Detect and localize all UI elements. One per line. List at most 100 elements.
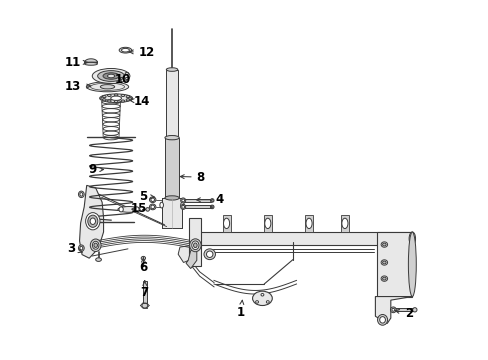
Ellipse shape (151, 198, 154, 202)
Polygon shape (178, 245, 196, 262)
Ellipse shape (114, 100, 118, 103)
Ellipse shape (101, 97, 104, 99)
Ellipse shape (166, 136, 178, 139)
Polygon shape (162, 198, 182, 228)
Ellipse shape (103, 73, 119, 79)
Ellipse shape (211, 206, 213, 208)
Ellipse shape (223, 218, 229, 229)
Ellipse shape (189, 239, 201, 252)
Polygon shape (84, 59, 97, 62)
Ellipse shape (84, 62, 97, 65)
Ellipse shape (100, 85, 115, 89)
Ellipse shape (391, 309, 394, 311)
Ellipse shape (110, 96, 121, 100)
Ellipse shape (266, 301, 269, 303)
Polygon shape (188, 219, 201, 266)
Ellipse shape (126, 99, 129, 101)
Ellipse shape (135, 207, 139, 212)
Ellipse shape (118, 207, 140, 212)
Ellipse shape (380, 276, 387, 281)
Polygon shape (185, 249, 196, 269)
Polygon shape (340, 215, 348, 232)
Ellipse shape (408, 232, 415, 245)
Ellipse shape (107, 100, 111, 102)
Ellipse shape (126, 95, 129, 98)
Text: 8: 8 (180, 171, 204, 184)
Ellipse shape (380, 242, 387, 247)
Ellipse shape (382, 243, 386, 246)
Polygon shape (164, 138, 179, 198)
Ellipse shape (380, 260, 387, 265)
Ellipse shape (121, 100, 124, 102)
Text: 4: 4 (196, 193, 223, 206)
Ellipse shape (211, 199, 213, 201)
Ellipse shape (78, 245, 84, 251)
Ellipse shape (119, 47, 131, 53)
Polygon shape (166, 69, 178, 138)
Ellipse shape (382, 277, 386, 280)
Ellipse shape (151, 205, 154, 209)
Ellipse shape (210, 205, 214, 209)
Ellipse shape (100, 94, 132, 103)
Polygon shape (80, 185, 103, 258)
Ellipse shape (182, 206, 184, 208)
Ellipse shape (88, 215, 98, 227)
Ellipse shape (98, 71, 124, 81)
Text: 1: 1 (236, 300, 244, 319)
Ellipse shape (142, 303, 147, 308)
Polygon shape (264, 215, 271, 232)
Ellipse shape (92, 68, 130, 84)
Ellipse shape (412, 308, 416, 312)
Ellipse shape (80, 246, 82, 250)
Ellipse shape (149, 204, 156, 210)
Ellipse shape (180, 202, 184, 208)
Ellipse shape (90, 218, 95, 225)
Ellipse shape (190, 232, 195, 245)
Polygon shape (394, 309, 414, 311)
Text: 12: 12 (129, 46, 155, 59)
Ellipse shape (305, 218, 311, 229)
Ellipse shape (94, 243, 97, 247)
Polygon shape (305, 215, 312, 232)
Ellipse shape (341, 218, 347, 229)
Ellipse shape (379, 317, 385, 323)
Ellipse shape (121, 48, 129, 52)
Ellipse shape (145, 208, 149, 211)
Ellipse shape (119, 207, 123, 212)
Ellipse shape (407, 232, 415, 297)
Text: 10: 10 (115, 73, 131, 86)
Text: 9: 9 (88, 163, 103, 176)
Ellipse shape (107, 94, 111, 96)
Text: 5: 5 (139, 190, 154, 203)
Ellipse shape (149, 197, 156, 203)
Ellipse shape (389, 307, 395, 313)
Ellipse shape (206, 251, 212, 257)
Ellipse shape (96, 258, 101, 261)
Text: 15: 15 (130, 202, 146, 215)
Ellipse shape (191, 241, 199, 249)
Ellipse shape (164, 196, 179, 200)
Ellipse shape (180, 204, 185, 210)
Ellipse shape (252, 291, 272, 306)
Text: 7: 7 (141, 281, 148, 300)
Ellipse shape (125, 72, 128, 75)
Text: 14: 14 (130, 95, 150, 108)
Polygon shape (376, 232, 411, 297)
Ellipse shape (255, 301, 258, 303)
Ellipse shape (141, 256, 145, 260)
Ellipse shape (261, 293, 264, 296)
Text: 6: 6 (139, 258, 147, 274)
Ellipse shape (78, 191, 84, 198)
Ellipse shape (166, 68, 178, 71)
Ellipse shape (86, 82, 128, 92)
Polygon shape (375, 297, 411, 323)
Ellipse shape (180, 198, 185, 203)
Polygon shape (142, 281, 146, 303)
Polygon shape (222, 215, 230, 232)
Ellipse shape (90, 239, 101, 252)
Ellipse shape (102, 95, 106, 98)
Ellipse shape (382, 261, 386, 264)
Ellipse shape (102, 99, 106, 101)
Text: 2: 2 (395, 307, 413, 320)
Ellipse shape (114, 94, 118, 96)
